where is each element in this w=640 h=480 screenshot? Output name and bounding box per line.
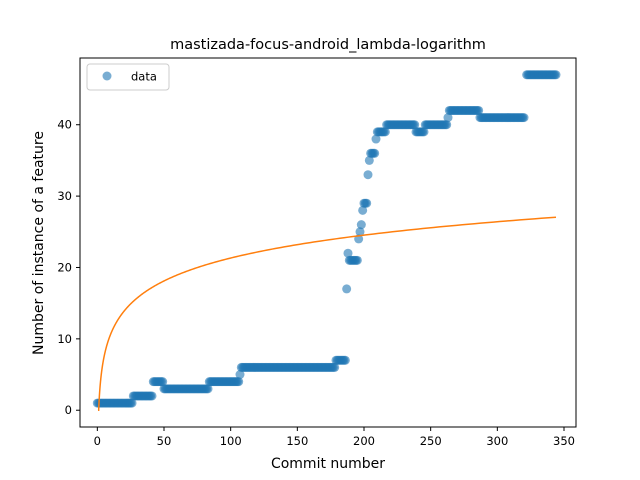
x-tick-label: 0 xyxy=(94,434,101,448)
legend-label-data: data xyxy=(131,70,157,84)
y-tick-label: 20 xyxy=(57,260,72,274)
data-point xyxy=(342,284,352,294)
y-tick-label: 30 xyxy=(57,189,72,203)
x-tick-label: 150 xyxy=(286,434,308,448)
data-point xyxy=(358,205,368,215)
data-point xyxy=(235,370,245,380)
data-point xyxy=(158,377,168,387)
data-point xyxy=(127,398,137,408)
data-point xyxy=(519,113,529,123)
data-point xyxy=(330,362,340,372)
y-axis: 0 10 20 30 40 xyxy=(57,118,80,417)
plot-area xyxy=(92,70,561,411)
y-axis-label: Number of instance of a feature xyxy=(31,131,47,355)
data-point xyxy=(443,113,453,123)
y-tick-label: 40 xyxy=(57,118,72,132)
legend: data xyxy=(86,63,170,91)
data-points xyxy=(92,70,561,408)
data-point xyxy=(352,255,362,265)
data-point xyxy=(355,227,365,237)
x-tick-label: 100 xyxy=(220,434,242,448)
data-point xyxy=(364,155,374,165)
data-point xyxy=(442,120,452,130)
data-point xyxy=(356,220,366,230)
data-point xyxy=(234,377,244,387)
data-point xyxy=(410,120,420,130)
data-point xyxy=(203,384,213,394)
data-point xyxy=(370,148,380,158)
data-point xyxy=(419,127,429,137)
data-point xyxy=(340,355,350,365)
x-tick-label: 200 xyxy=(353,434,375,448)
data-point xyxy=(147,391,157,401)
data-point xyxy=(371,134,381,144)
x-tick-label: 300 xyxy=(486,434,508,448)
legend-marker-data xyxy=(102,71,112,81)
x-tick-label: 350 xyxy=(553,434,575,448)
x-tick-label: 250 xyxy=(420,434,442,448)
chart-title: mastizada-focus-android_lambda-logarithm xyxy=(170,37,486,53)
data-point xyxy=(343,248,353,258)
legend-box xyxy=(86,63,170,91)
data-point xyxy=(551,70,561,80)
fit-line xyxy=(97,216,557,411)
y-tick-label: 10 xyxy=(57,332,72,346)
axes-frame xyxy=(79,57,577,428)
data-point xyxy=(362,198,372,208)
y-tick-label: 0 xyxy=(65,403,72,417)
x-axis-label: Commit number xyxy=(271,456,385,472)
data-point xyxy=(363,170,373,180)
data-point xyxy=(380,127,390,137)
x-axis: 0 50 100 150 200 250 300 350 xyxy=(94,427,575,448)
data-point xyxy=(474,105,484,115)
x-tick-label: 50 xyxy=(157,434,172,448)
